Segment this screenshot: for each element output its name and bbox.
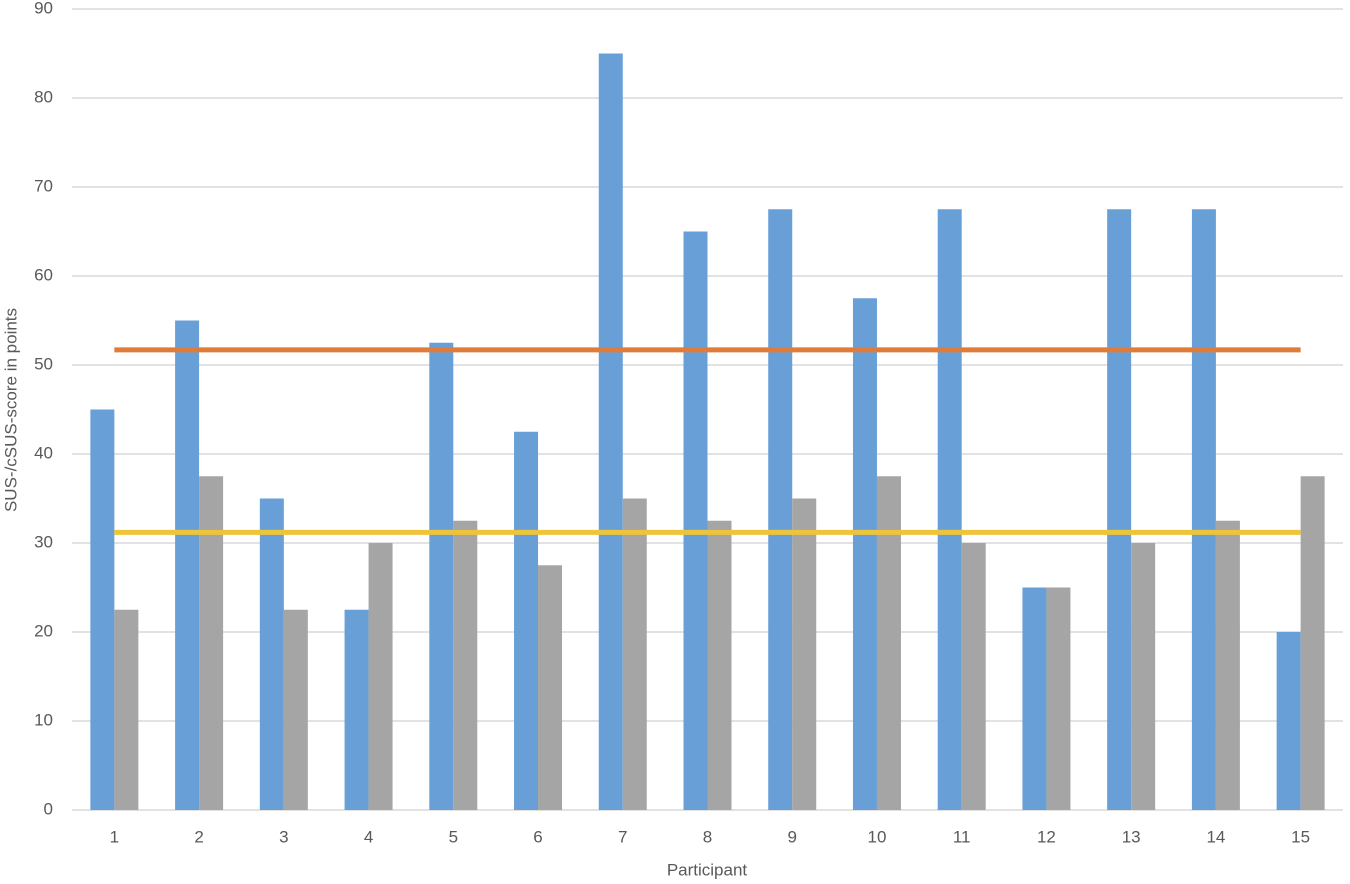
y-tick-label: 0 xyxy=(44,799,53,818)
y-tick-label: 80 xyxy=(34,87,53,106)
x-tick-label: 1 xyxy=(110,827,119,846)
bar xyxy=(199,476,224,810)
bar xyxy=(1022,587,1047,810)
x-tick-label: 9 xyxy=(787,827,796,846)
bar xyxy=(368,543,393,810)
y-tick-label: 10 xyxy=(34,710,53,729)
y-tick-label: 70 xyxy=(34,176,53,195)
bar xyxy=(1046,587,1071,810)
bar xyxy=(453,520,478,810)
y-tick-label: 30 xyxy=(34,532,53,551)
bar xyxy=(538,565,563,810)
bar xyxy=(1215,520,1240,810)
x-axis-label: Participant xyxy=(667,860,748,879)
bar xyxy=(344,609,369,810)
bar xyxy=(175,320,200,810)
bar xyxy=(598,53,623,810)
bar xyxy=(852,298,877,810)
x-tick-label: 7 xyxy=(618,827,627,846)
bar xyxy=(622,498,647,810)
y-tick-label: 50 xyxy=(34,354,53,373)
x-tick-label: 12 xyxy=(1037,827,1056,846)
x-tick-label: 3 xyxy=(279,827,288,846)
bar xyxy=(259,498,284,810)
bar xyxy=(1300,476,1325,810)
bar xyxy=(1131,543,1156,810)
y-tick-label: 90 xyxy=(34,0,53,17)
x-tick-label: 8 xyxy=(703,827,712,846)
bar xyxy=(792,498,817,810)
x-tick-label: 15 xyxy=(1291,827,1310,846)
y-tick-label: 20 xyxy=(34,621,53,640)
x-tick-label: 5 xyxy=(449,827,458,846)
bar xyxy=(514,431,539,810)
x-tick-label: 10 xyxy=(868,827,887,846)
bar xyxy=(1107,209,1132,810)
x-tick-label: 2 xyxy=(194,827,203,846)
bar xyxy=(937,209,962,810)
x-tick-label: 4 xyxy=(364,827,373,846)
bar xyxy=(707,520,732,810)
bar xyxy=(768,209,793,810)
x-tick-label: 11 xyxy=(953,827,971,846)
bar xyxy=(90,409,115,810)
bar xyxy=(1191,209,1216,810)
bar xyxy=(961,543,986,810)
x-tick-label: 14 xyxy=(1206,827,1225,846)
y-axis-label: SUS-/cSUS-score in points xyxy=(1,308,20,512)
bar xyxy=(283,609,308,810)
bar xyxy=(683,231,708,810)
bar xyxy=(429,342,454,810)
bar xyxy=(114,609,139,810)
y-tick-label: 40 xyxy=(34,443,53,462)
x-tick-label: 6 xyxy=(533,827,542,846)
bar xyxy=(1276,632,1301,810)
x-tick-label: 13 xyxy=(1122,827,1141,846)
y-tick-label: 60 xyxy=(34,265,53,284)
bar xyxy=(876,476,901,810)
